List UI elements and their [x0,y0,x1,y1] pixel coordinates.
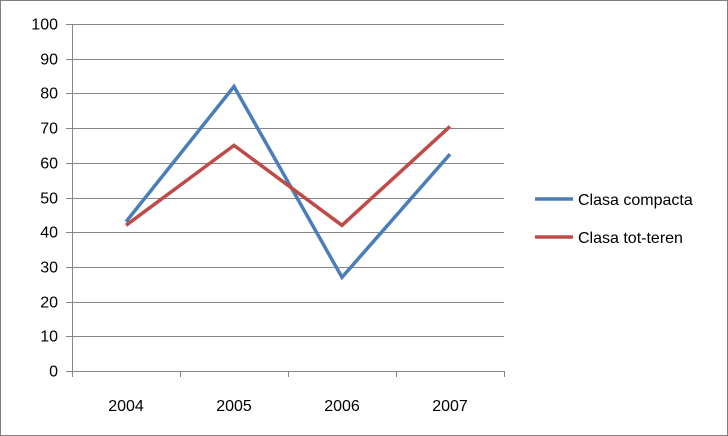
y-tick-label: 100 [31,17,58,34]
series-line-2 [124,125,452,228]
y-tick-label: 90 [40,52,58,69]
y-tick-label: 10 [40,329,58,346]
x-tick-label: 2004 [108,398,144,415]
y-tick-label: 50 [40,191,58,208]
legend-label-1: Clasa compacta [578,192,693,209]
axes [66,24,505,377]
y-tick-label: 20 [40,295,58,312]
x-tick-label: 2007 [432,398,468,415]
x-tick-label: 2006 [324,398,360,415]
series-lines [124,83,452,281]
y-tick-label: 80 [40,86,58,103]
y-tick-label: 70 [40,121,58,138]
legend-label-2: Clasa tot-teren [578,230,683,247]
gridlines [72,24,504,337]
y-tick-labels: 0 10 20 30 40 50 60 70 80 90 100 [31,17,58,381]
x-tick-label: 2005 [216,398,252,415]
legend: Clasa compacta Clasa tot-teren [535,192,693,247]
y-tick-label: 30 [40,260,58,277]
y-tick-label: 60 [40,156,58,173]
y-tick-label: 0 [49,364,58,381]
series-line-1 [124,83,452,281]
y-tick-label: 40 [40,225,58,242]
x-tick-labels: 2004 2005 2006 2007 [108,398,468,415]
